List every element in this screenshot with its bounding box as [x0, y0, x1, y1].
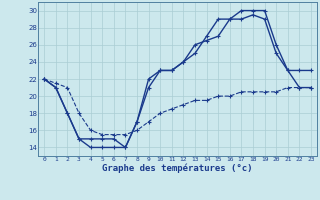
X-axis label: Graphe des températures (°c): Graphe des températures (°c) [102, 164, 253, 173]
